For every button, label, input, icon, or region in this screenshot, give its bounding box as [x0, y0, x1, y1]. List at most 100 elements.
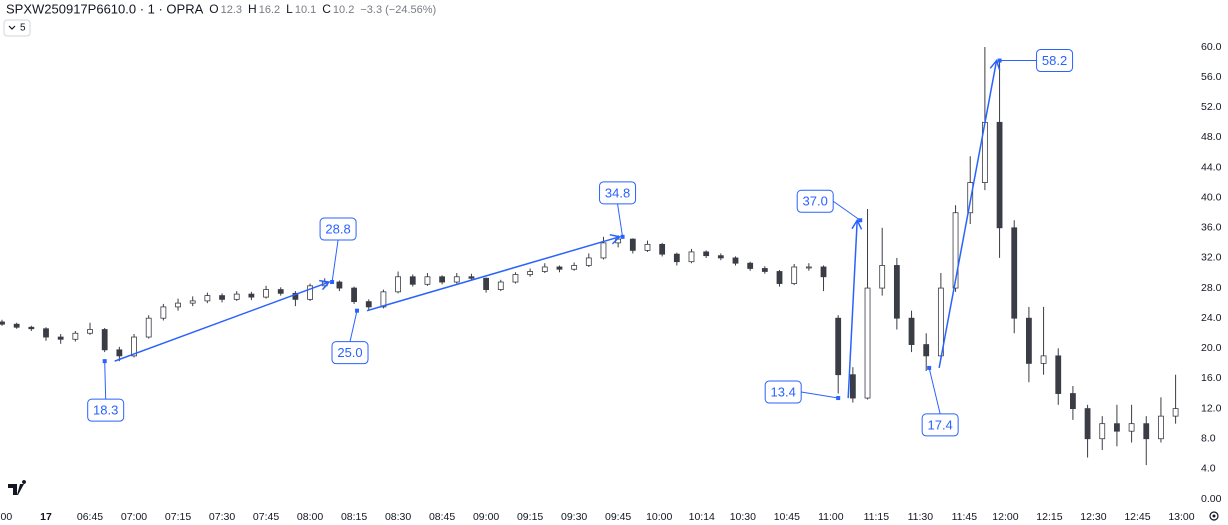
x-tick-label: 07:15 — [165, 511, 191, 523]
symbol: SPXW250917P6610.0 · 1 · OPRA — [6, 1, 204, 16]
trend-arrow — [366, 236, 620, 312]
candle-body — [571, 265, 578, 270]
annotation-box — [764, 380, 802, 404]
x-tick-label: 12:00 — [992, 511, 1018, 523]
annotation-stem — [617, 203, 624, 237]
trend-arrow — [114, 281, 330, 362]
legend-value: 12.3 — [221, 4, 242, 16]
candle-body — [189, 300, 196, 304]
candle-body — [263, 289, 269, 298]
candle-body — [336, 281, 343, 289]
button-frame[interactable] — [3, 19, 31, 37]
trend-arrow — [938, 60, 998, 369]
y-tick-label: 28.0 — [1201, 282, 1222, 294]
y-tick-label: 24.0 — [1201, 312, 1222, 324]
annotation-label: 37.0 — [803, 194, 828, 209]
candle-body — [644, 243, 651, 251]
candle-body — [395, 276, 401, 293]
candle-body — [1114, 423, 1120, 432]
x-tick-label: 07:45 — [253, 511, 279, 523]
annotation-point — [858, 218, 863, 223]
candle-body — [72, 332, 79, 340]
candle-body — [541, 266, 548, 272]
annotation-box — [921, 413, 959, 437]
arrow-head — [989, 59, 1001, 71]
x-tick-label: 12:30 — [1080, 511, 1106, 523]
x-tick-label: 11:00 — [818, 511, 844, 523]
gear[interactable] — [1209, 511, 1219, 521]
candle-body — [820, 266, 827, 278]
candle-body — [673, 253, 680, 263]
legend-key: C — [322, 2, 331, 16]
candle-body — [512, 274, 519, 283]
y-tick-label: 56.0 — [1201, 71, 1222, 83]
candle-body — [835, 317, 842, 376]
annotation-point — [997, 58, 1002, 63]
gear-center — [1212, 514, 1216, 518]
candle-body — [0, 321, 5, 325]
x-tick-label: 08:15 — [341, 511, 367, 523]
candle-body — [351, 287, 357, 303]
candle-body — [1099, 423, 1106, 440]
y-tick-label: 40.0 — [1201, 191, 1222, 203]
candle-body — [116, 349, 123, 357]
candle-body — [307, 285, 313, 300]
settings-icon[interactable] — [1209, 511, 1219, 521]
x-tick-label: 10:45 — [774, 511, 800, 523]
candle-body — [732, 257, 739, 264]
candle-body — [1011, 227, 1018, 319]
interval-button[interactable]: 5 — [3, 19, 31, 37]
annotation-label: 13.4 — [771, 384, 796, 399]
candle-body — [468, 276, 475, 279]
candle-body — [747, 262, 754, 269]
candle-body — [864, 287, 871, 399]
candle-body — [145, 317, 152, 338]
y-tick-label: 48.0 — [1201, 131, 1222, 143]
candle-body — [791, 266, 798, 284]
x-tick-label: 17 — [40, 511, 52, 523]
x-tick-label: 10:30 — [730, 511, 756, 523]
candle-body — [996, 121, 1003, 229]
candle-body — [688, 251, 695, 263]
x-tick-label: 08:45 — [429, 511, 455, 523]
candle-body — [893, 265, 900, 319]
candle-body — [556, 266, 563, 270]
candle-body — [439, 276, 446, 283]
candle-body — [1055, 355, 1062, 394]
candle-body — [1026, 317, 1032, 364]
candle-body — [527, 271, 534, 275]
candle-body — [849, 374, 856, 399]
candle-body — [1040, 355, 1047, 364]
y-tick-label: 12.0 — [1201, 402, 1222, 414]
y-tick-label: 4.0 — [1201, 463, 1216, 475]
legend-key: H — [248, 2, 257, 16]
y-tick-label: 8.0 — [1201, 433, 1216, 445]
annotation-box — [331, 341, 369, 365]
x-tick-label: :00 — [0, 511, 12, 523]
annotation-box — [87, 398, 125, 422]
candle-body — [453, 276, 460, 283]
candle-body — [219, 295, 225, 300]
x-tick-label: 07:00 — [121, 511, 147, 523]
candle-body — [424, 276, 431, 285]
annotation-point — [620, 234, 625, 239]
x-tick-label: 07:30 — [209, 511, 235, 523]
x-tick-label: 10:00 — [646, 511, 672, 523]
legend-value: 16.2 — [259, 4, 280, 16]
x-tick-label: 12:15 — [1036, 511, 1062, 523]
candle-body — [585, 257, 592, 266]
candle-body — [952, 212, 959, 289]
annotation-point — [927, 365, 932, 370]
header: SPXW250917P6610.0 · 1 · OPRA O 12.3 H 16.2 L… — [6, 1, 436, 16]
annotation-point — [836, 396, 841, 401]
legend-key: L — [286, 2, 293, 16]
candle-body — [629, 238, 636, 251]
candle-body — [160, 306, 167, 319]
annotation-stem — [349, 310, 358, 342]
annotation-stem — [331, 239, 339, 283]
candle-body — [101, 329, 108, 351]
annotation-point — [330, 280, 335, 285]
annotation-stem — [832, 200, 861, 221]
y-tick-label: 20.0 — [1201, 342, 1222, 354]
